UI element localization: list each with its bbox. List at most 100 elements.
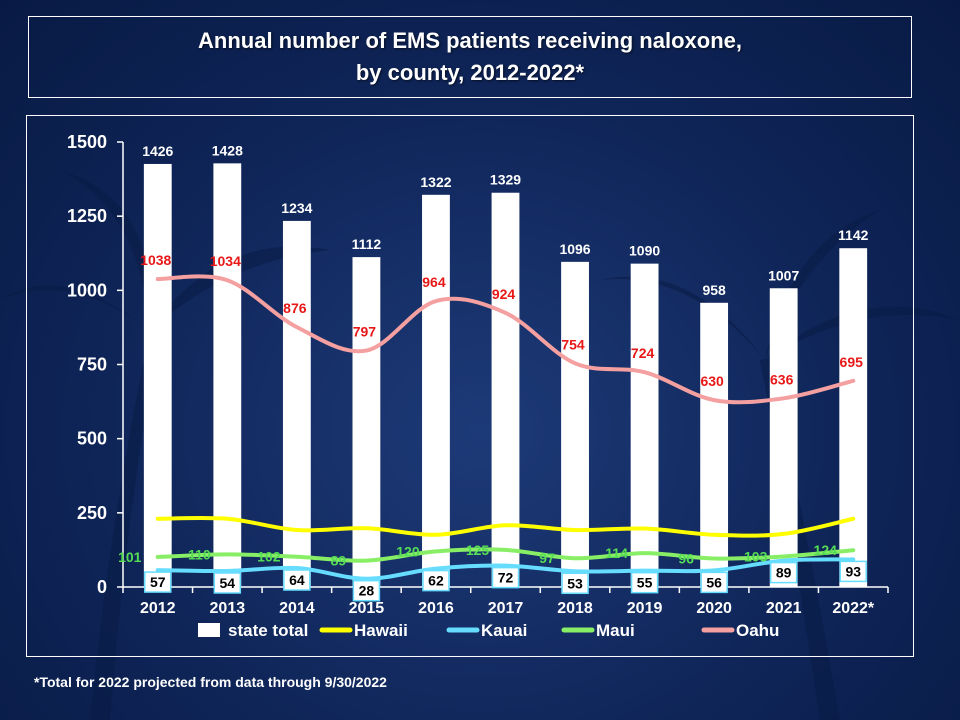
- kauai-data-label: 57: [144, 571, 172, 593]
- hawaii-data-label: 230: [216, 494, 240, 510]
- maui-data-label: 97: [539, 550, 555, 566]
- kauai-series-line: [155, 557, 856, 581]
- x-tick-label: 2013: [210, 600, 246, 617]
- state-total-data-label: 1090: [629, 243, 660, 259]
- kauai-label-box: [839, 560, 867, 583]
- kauai-label-box: [352, 579, 381, 602]
- hawaii-legend-label: Hawaii: [354, 621, 408, 640]
- maui-data-label: 110: [188, 546, 211, 562]
- hawaii-data-label: 176: [702, 510, 726, 526]
- x-tick-label: 2015: [349, 600, 385, 617]
- hawaii-series-line: [155, 515, 856, 538]
- oahu-data-label: 724: [631, 345, 655, 361]
- kauai-label-text: 53: [567, 575, 583, 591]
- x-tick-label: 2019: [627, 600, 663, 617]
- state-total-data-label: 1329: [490, 172, 521, 188]
- kauai-label-text: 89: [776, 565, 792, 581]
- maui-data-label: 103: [744, 548, 768, 564]
- kauai-data-label: 93: [839, 560, 867, 583]
- x-tick-label: 2021: [766, 600, 802, 617]
- kauai-label-text: 54: [220, 575, 236, 591]
- state-total-bar: [561, 261, 589, 587]
- maui-data-label: 101: [118, 549, 142, 565]
- oahu-data-label: 636: [770, 371, 794, 387]
- maui-data-label: 124: [814, 542, 838, 558]
- kauai-data-label: 53: [561, 572, 589, 595]
- x-tick-label: 2016: [418, 600, 454, 617]
- hawaii-data-label: 192: [285, 505, 309, 521]
- hawaii-data-label: 176: [424, 510, 448, 526]
- hawaii-data-label: 198: [355, 503, 379, 519]
- state-total-data-label: 1322: [420, 174, 451, 190]
- y-tick-label: 750: [77, 355, 107, 375]
- state-total-legend-swatch: [198, 623, 220, 637]
- kauai-data-label: 64: [283, 569, 311, 591]
- chart-title-box: Annual number of EMS patients receiving …: [28, 16, 912, 98]
- kauai-data-label: 56: [700, 571, 728, 594]
- hawaii-data-label: 230: [842, 494, 866, 510]
- oahu-data-label: 876: [283, 300, 307, 316]
- oahu-data-label: 754: [561, 336, 585, 352]
- maui-data-label: 114: [605, 545, 628, 561]
- kauai-label-text: 28: [359, 583, 375, 599]
- oahu-series-line: [155, 274, 856, 405]
- state-total-data-label: 1234: [281, 200, 312, 216]
- kauai-legend-label: Kauai: [481, 621, 527, 640]
- kauai-label-box: [213, 572, 242, 594]
- x-tick-label: 2014: [279, 600, 315, 617]
- footnote: *Total for 2022 projected from data thro…: [34, 674, 387, 690]
- oahu-data-label: 1034: [210, 253, 241, 269]
- state-total-bar: [769, 288, 798, 587]
- maui-data-label: 96: [678, 551, 694, 567]
- kauai-label-text: 62: [428, 573, 444, 589]
- hawaii-data-label: 192: [563, 505, 587, 521]
- maui-data-label: 120: [396, 543, 420, 559]
- oahu-data-label: 964: [422, 274, 446, 290]
- y-tick-label: 0: [97, 577, 107, 597]
- state-total-data-label: 958: [702, 282, 726, 298]
- kauai-data-label: 28: [352, 579, 381, 602]
- x-tick-label: 2018: [557, 600, 593, 617]
- kauai-label-text: 55: [637, 575, 653, 591]
- kauai-label-box: [700, 571, 728, 594]
- hawaii-data-label: 230: [146, 494, 170, 510]
- chart-title-line-2: by county, 2012-2022*: [355, 60, 585, 85]
- state-total-legend-label: state total: [228, 621, 308, 640]
- y-tick-label: 500: [77, 429, 107, 449]
- y-tick-label: 1000: [67, 280, 107, 300]
- state-total-bar: [491, 192, 520, 587]
- kauai-label-box: [630, 571, 659, 594]
- state-total-data-label: 1096: [559, 241, 590, 257]
- oahu-legend-label: Oahu: [736, 621, 779, 640]
- kauai-label-text: 56: [706, 574, 722, 590]
- x-tick-label: 2022*: [832, 600, 875, 617]
- kauai-label-box: [769, 561, 798, 584]
- state-total-data-label: 1007: [768, 267, 799, 283]
- maui-data-label: 125: [466, 542, 490, 558]
- kauai-label-text: 64: [289, 572, 305, 588]
- oahu-data-label: 630: [700, 373, 724, 389]
- kauai-label-box: [491, 566, 520, 589]
- y-tick-label: 1250: [67, 206, 107, 226]
- kauai-label-box: [561, 572, 589, 595]
- y-tick-label: 1500: [67, 132, 107, 152]
- hawaii-data-label: 179: [772, 509, 796, 525]
- oahu-data-label: 924: [492, 286, 516, 302]
- state-total-bar: [630, 263, 659, 587]
- maui-data-label: 89: [331, 553, 347, 569]
- state-total-data-label: 1426: [142, 143, 173, 159]
- chart-frame: [26, 115, 914, 657]
- hawaii-data-label: 208: [494, 500, 518, 516]
- oahu-data-label: 695: [840, 354, 864, 370]
- state-total-data-label: 1428: [212, 142, 243, 158]
- state-total-bar: [143, 163, 172, 587]
- oahu-data-label: 1038: [140, 252, 171, 268]
- x-tick-label: 2020: [696, 600, 732, 617]
- x-tick-label: 2017: [488, 600, 524, 617]
- kauai-label-box: [422, 569, 450, 592]
- kauai-data-label: 54: [213, 572, 242, 594]
- kauai-label-box: [283, 569, 311, 591]
- state-total-data-label: 1112: [352, 236, 382, 252]
- state-total-bar: [839, 248, 868, 587]
- state-total-data-label: 1142: [838, 227, 869, 243]
